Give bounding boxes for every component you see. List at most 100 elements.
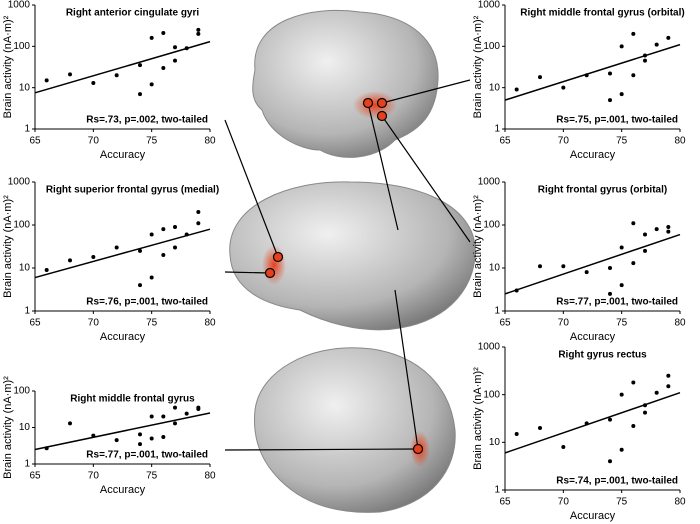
brain-lateral bbox=[252, 9, 439, 158]
x-tick-label: 80 bbox=[204, 318, 216, 329]
point bbox=[538, 264, 542, 269]
stats-annotation: Rs=.73, p=.002, two-tailed bbox=[86, 115, 208, 126]
x-tick-label: 75 bbox=[146, 318, 158, 329]
x-tick-label: 70 bbox=[558, 136, 570, 147]
point bbox=[619, 245, 624, 250]
point bbox=[149, 82, 154, 87]
point bbox=[149, 232, 154, 237]
point bbox=[619, 447, 624, 452]
point bbox=[149, 35, 154, 40]
point bbox=[561, 85, 566, 90]
trendline bbox=[504, 233, 681, 295]
point bbox=[68, 421, 72, 426]
point bbox=[643, 410, 647, 415]
stats-annotation: Rs=.77, p=.001, two-tailed bbox=[86, 450, 208, 461]
trendline bbox=[34, 228, 211, 279]
y-tick-label: 100 bbox=[13, 41, 30, 52]
point bbox=[44, 267, 49, 272]
point bbox=[196, 31, 201, 36]
point bbox=[514, 288, 519, 293]
point bbox=[608, 98, 612, 103]
point bbox=[666, 224, 671, 229]
point bbox=[643, 53, 647, 58]
point bbox=[138, 432, 142, 437]
point bbox=[619, 44, 624, 49]
x-tick-label: 75 bbox=[146, 136, 158, 147]
point bbox=[561, 444, 566, 449]
point bbox=[666, 229, 671, 234]
point bbox=[631, 380, 636, 385]
x-tick-label: 65 bbox=[29, 471, 41, 482]
point bbox=[44, 78, 49, 83]
point bbox=[654, 227, 659, 232]
point bbox=[68, 72, 72, 77]
x-tick-label: 70 bbox=[88, 471, 100, 482]
trendline bbox=[504, 391, 681, 454]
point bbox=[44, 446, 49, 451]
point bbox=[196, 210, 201, 215]
y-axis-title: Brain activity (nA·m)² bbox=[2, 195, 14, 298]
point bbox=[114, 438, 119, 443]
y-tick-label: 1000 bbox=[478, 342, 501, 353]
y-tick-label: 10 bbox=[489, 82, 501, 93]
point bbox=[149, 275, 154, 280]
point bbox=[184, 411, 189, 416]
point bbox=[608, 71, 612, 76]
point bbox=[538, 75, 542, 80]
x-axis-title: Accuracy bbox=[570, 149, 616, 161]
point bbox=[608, 417, 612, 422]
panel-title: Right gyrus rectus bbox=[558, 350, 647, 361]
point bbox=[91, 255, 96, 260]
point bbox=[631, 31, 636, 36]
trendline bbox=[34, 412, 211, 451]
x-axis-title: Accuracy bbox=[570, 510, 616, 522]
y-tick-label: 1000 bbox=[478, 0, 501, 11]
point bbox=[666, 35, 671, 40]
y-tick-label: 100 bbox=[483, 389, 500, 400]
y-tick-label: 10 bbox=[489, 437, 501, 448]
point bbox=[584, 73, 589, 78]
point bbox=[561, 264, 566, 269]
point bbox=[196, 407, 201, 412]
point bbox=[173, 224, 177, 229]
y-tick-label: 1000 bbox=[478, 177, 501, 188]
point bbox=[643, 403, 647, 408]
point bbox=[173, 405, 177, 410]
y-tick-label: 10 bbox=[19, 82, 31, 93]
point bbox=[654, 390, 659, 395]
y-tick-label: 1 bbox=[24, 306, 30, 317]
brain-ventral bbox=[253, 347, 456, 513]
x-tick-label: 80 bbox=[204, 471, 216, 482]
point bbox=[631, 221, 636, 226]
x-tick-label: 65 bbox=[499, 497, 511, 508]
panel-title: Right anterior cingulate gyri bbox=[66, 8, 200, 19]
point bbox=[161, 253, 166, 258]
activation bbox=[353, 91, 397, 119]
point bbox=[631, 424, 636, 429]
trendline bbox=[34, 40, 211, 94]
y-tick-label: 1000 bbox=[8, 0, 31, 11]
x-tick-label: 65 bbox=[499, 136, 511, 147]
point bbox=[608, 291, 612, 296]
point bbox=[666, 384, 671, 389]
y-tick-label: 1 bbox=[24, 124, 30, 135]
point bbox=[608, 266, 612, 270]
x-tick-label: 80 bbox=[674, 318, 686, 329]
x-tick-label: 65 bbox=[499, 318, 511, 329]
point bbox=[184, 232, 189, 237]
stats-annotation: Rs=.77, p=.001, two-tailed bbox=[556, 297, 678, 308]
point bbox=[138, 283, 142, 288]
x-tick-label: 65 bbox=[29, 136, 41, 147]
stats-annotation: Rs=.75, p=.001, two-tailed bbox=[556, 115, 678, 126]
y-tick-label: 1 bbox=[494, 306, 500, 317]
point bbox=[196, 221, 201, 226]
y-tick-label: 10 bbox=[19, 422, 31, 433]
point bbox=[654, 42, 659, 47]
x-tick-label: 75 bbox=[616, 497, 628, 508]
x-tick-label: 75 bbox=[616, 136, 628, 147]
point bbox=[161, 414, 166, 419]
connectors bbox=[224, 79, 471, 451]
point bbox=[114, 73, 119, 78]
x-axis-title: Accuracy bbox=[100, 331, 146, 343]
point bbox=[619, 92, 624, 97]
